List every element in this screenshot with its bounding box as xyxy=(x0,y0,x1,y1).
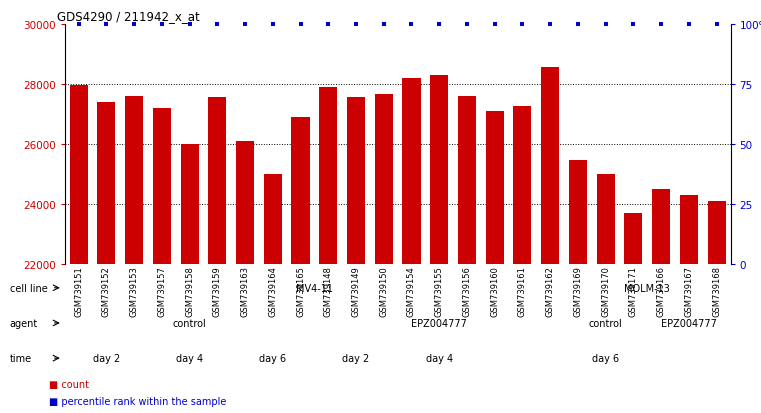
Text: day 4: day 4 xyxy=(176,353,203,363)
Bar xyxy=(374,95,393,264)
Bar xyxy=(430,76,448,264)
Text: cell line: cell line xyxy=(10,283,47,293)
Bar xyxy=(597,175,615,264)
Bar xyxy=(320,88,337,264)
Text: day 2: day 2 xyxy=(93,353,120,363)
Text: MV4-11: MV4-11 xyxy=(296,283,333,293)
Text: day 6: day 6 xyxy=(592,353,619,363)
Bar xyxy=(347,98,365,264)
Bar xyxy=(569,161,587,264)
Text: control: control xyxy=(589,318,622,328)
Bar xyxy=(708,202,726,264)
Text: agent: agent xyxy=(10,318,38,328)
Bar xyxy=(180,145,199,264)
Text: EPZ004777: EPZ004777 xyxy=(661,318,717,328)
Bar xyxy=(541,68,559,264)
Bar xyxy=(209,98,226,264)
Text: control: control xyxy=(173,318,206,328)
Text: GDS4290 / 211942_x_at: GDS4290 / 211942_x_at xyxy=(57,10,200,23)
Text: day 2: day 2 xyxy=(342,353,370,363)
Text: day 6: day 6 xyxy=(260,353,286,363)
Bar xyxy=(403,79,421,264)
Bar xyxy=(486,112,504,264)
Bar xyxy=(291,118,310,264)
Bar xyxy=(153,109,170,264)
Bar xyxy=(514,107,531,264)
Text: day 4: day 4 xyxy=(425,353,453,363)
Text: ■ count: ■ count xyxy=(49,379,90,389)
Bar xyxy=(652,190,670,264)
Text: EPZ004777: EPZ004777 xyxy=(411,318,467,328)
Bar xyxy=(236,142,254,264)
Bar xyxy=(69,86,88,264)
Bar xyxy=(264,175,282,264)
Bar xyxy=(458,97,476,264)
Bar xyxy=(125,97,143,264)
Bar xyxy=(625,214,642,264)
Bar xyxy=(680,195,698,264)
Text: time: time xyxy=(10,353,32,363)
Bar xyxy=(97,103,116,264)
Text: ■ percentile rank within the sample: ■ percentile rank within the sample xyxy=(49,396,227,406)
Text: MOLM-13: MOLM-13 xyxy=(624,283,670,293)
